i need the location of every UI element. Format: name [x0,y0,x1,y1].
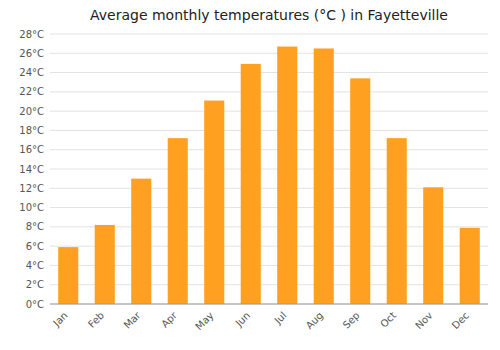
bar [131,179,151,304]
grid-line [50,265,488,266]
grid-line [50,304,488,305]
x-tick-label: Dec [450,310,471,331]
bar [423,187,443,304]
bar [204,101,224,304]
x-tick-label: Jan [50,310,69,329]
y-tick-label: 20°C [19,106,44,117]
chart-container: Average monthly temperatures (°C ) in Fa… [0,0,500,350]
grid-line [50,72,488,73]
y-tick-label: 12°C [19,183,44,194]
x-axis: Jan Feb Mar Apr May Jun Jul Aug Sep Oct Nov Dec [50,309,471,332]
x-tick-label: Aug [304,310,326,332]
x-tick-label: Mar [122,309,144,331]
x-axis-line [50,304,488,305]
x-tick-label: Feb [86,310,106,330]
y-tick-label: 14°C [19,164,44,175]
x-tick-label: Jun [233,310,253,330]
bar [387,138,407,304]
bar [460,228,480,304]
y-tick-label: 6°C [26,241,44,252]
chart-title: Average monthly temperatures (°C ) in Fa… [90,7,448,23]
x-tick-label: Oct [378,310,398,330]
x-tick-label: Sep [341,310,362,331]
grid-line [50,226,488,227]
x-tick-label: Apr [159,309,180,330]
grid-line [50,111,488,112]
bar [95,225,115,304]
x-tick-label: Jul [272,310,289,327]
y-tick-label: 2°C [26,279,44,290]
y-tick-label: 22°C [19,86,44,97]
grid-line [50,207,488,208]
bar [350,78,370,304]
y-tick-label: 24°C [19,67,44,78]
bar [168,138,188,304]
grid-line [50,91,488,92]
y-tick-label: 28°C [19,29,44,40]
bars [58,47,480,304]
grid-line [50,284,488,285]
grid-line [50,34,488,35]
bar [241,64,261,304]
y-tick-label: 10°C [19,202,44,213]
grid-line [50,246,488,247]
x-tick-label: May [193,310,215,332]
y-tick-label: 4°C [26,260,44,271]
y-tick-label: 8°C [26,221,44,232]
y-tick-label: 16°C [19,144,44,155]
grid-line [50,53,488,54]
y-tick-label: 0°C [26,299,44,310]
chart-svg: Average monthly temperatures (°C ) in Fa… [0,0,500,350]
y-tick-label: 26°C [19,48,44,59]
grid-line [50,188,488,189]
y-axis: 0°C 2°C 4°C 6°C 8°C 10°C 12°C 14°C 16°C 18°C 20°C 2… [19,29,488,310]
grid-line [50,169,488,170]
bar [277,47,297,304]
bar [314,48,334,304]
bar [58,247,78,304]
grid-line [50,149,488,150]
x-tick-label: Nov [413,310,435,332]
grid-line [50,130,488,131]
y-tick-label: 18°C [19,125,44,136]
